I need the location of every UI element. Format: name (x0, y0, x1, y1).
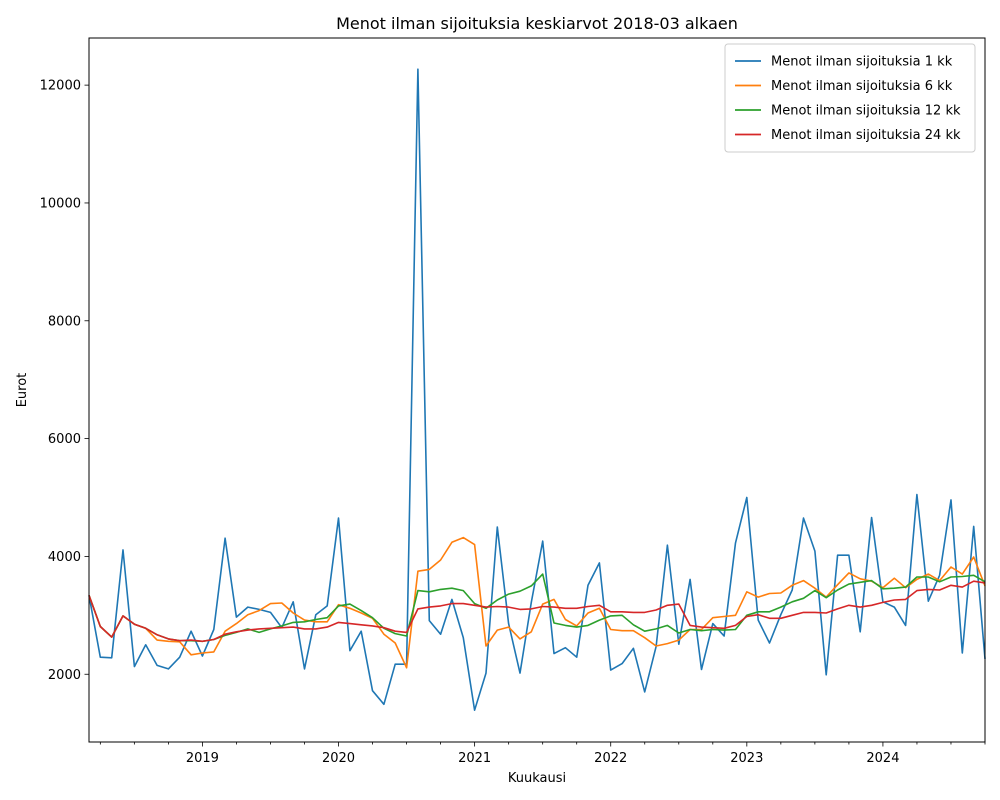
x-axis-title: Kuukausi (508, 771, 566, 786)
series-line-1 (88, 68, 986, 712)
y-tick-label: 10000 (40, 196, 81, 211)
series-line-4 (88, 580, 986, 643)
legend-label-4: Menot ilman sijoituksia 24 kk (771, 128, 961, 143)
y-tick-label: 2000 (48, 668, 81, 683)
legend-label-1: Menot ilman sijoituksia 1 kk (771, 55, 953, 70)
legend: Menot ilman sijoituksia 1 kk Menot ilman … (724, 43, 976, 153)
legend-box (724, 43, 976, 153)
y-tick-label: 12000 (40, 79, 81, 94)
x-tick-label: 2024 (866, 751, 899, 766)
legend-label-2: Menot ilman sijoituksia 6 kk (771, 79, 953, 94)
series-line-2 (88, 536, 986, 669)
plot-area (88, 68, 986, 712)
y-axis-title: Eurot (15, 373, 30, 408)
y-tick-label: 4000 (48, 550, 81, 565)
x-tick-label: 2021 (458, 751, 491, 766)
x-tick-label: 2020 (322, 751, 355, 766)
legend-label-3: Menot ilman sijoituksia 12 kk (771, 104, 961, 119)
axes: 2019 2020 2021 2022 2023 2024 2000 4000 6000 8000… (40, 37, 986, 766)
x-tick-label: 2023 (730, 751, 763, 766)
y-tick-label: 8000 (48, 314, 81, 329)
x-tick-label: 2022 (594, 751, 627, 766)
axes-frame (88, 37, 986, 743)
y-tick-label: 6000 (48, 432, 81, 447)
x-tick-label: 2019 (186, 751, 219, 766)
chart-title: Menot ilman sijoituksia keskiarvot 2018-… (336, 14, 738, 33)
